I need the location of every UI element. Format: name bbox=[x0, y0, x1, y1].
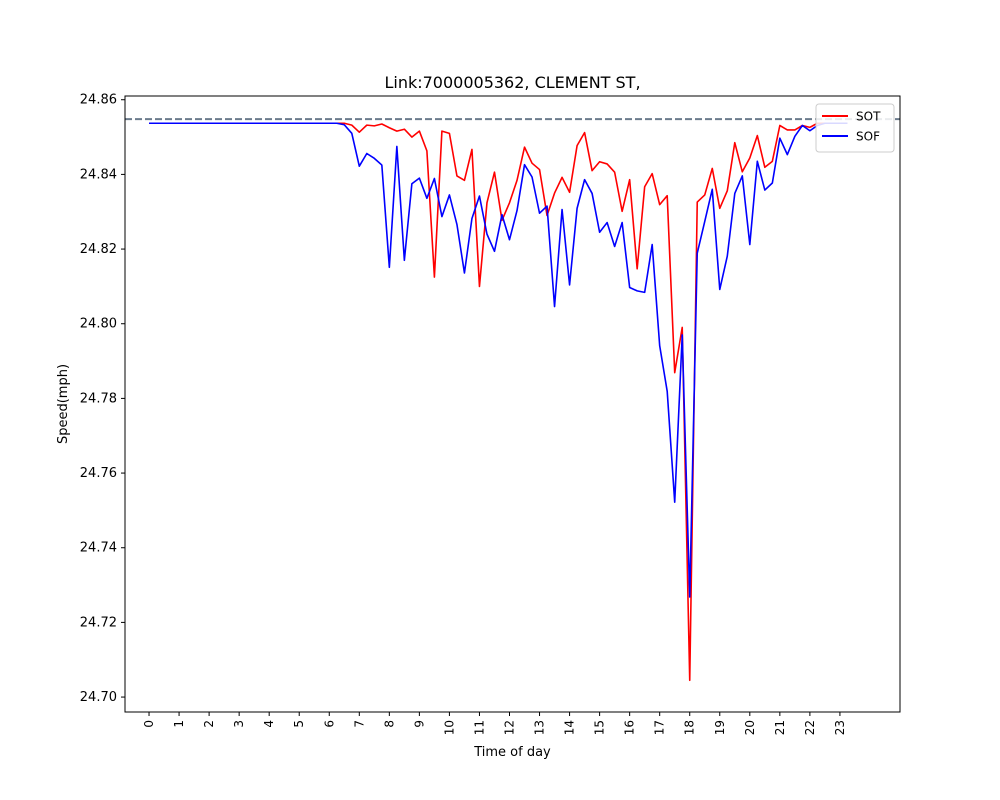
x-tick-label: 14 bbox=[563, 720, 577, 735]
x-tick-label: 8 bbox=[382, 720, 396, 728]
y-axis-label: Speed(mph) bbox=[56, 364, 71, 444]
legend-label-sot: SOT bbox=[856, 110, 881, 124]
legend-box bbox=[815, 103, 895, 153]
x-tick-label: 4 bbox=[262, 720, 276, 728]
y-tick-label: 24.84 bbox=[80, 167, 117, 182]
y-tick-label: 24.72 bbox=[80, 615, 117, 630]
x-tick-label: 20 bbox=[743, 720, 757, 735]
series-line-sof bbox=[149, 122, 848, 598]
x-tick-label: 21 bbox=[773, 720, 787, 735]
x-tick-label: 16 bbox=[623, 720, 637, 735]
x-tick-label: 17 bbox=[653, 720, 667, 735]
x-tick-label: 13 bbox=[533, 720, 547, 735]
y-tick-label: 24.86 bbox=[80, 93, 117, 108]
x-tick-label: 15 bbox=[593, 720, 607, 735]
x-tick-label: 9 bbox=[412, 720, 426, 728]
x-tick-label: 11 bbox=[472, 720, 486, 735]
x-tick-label: 1 bbox=[172, 720, 186, 728]
x-tick-label: 0 bbox=[142, 720, 156, 728]
y-tick-label: 24.78 bbox=[80, 391, 117, 406]
legend-label-sof: SOF bbox=[856, 130, 880, 144]
y-tick-label: 24.74 bbox=[80, 541, 117, 556]
x-tick-label: 2 bbox=[202, 720, 216, 728]
x-tick-label: 7 bbox=[352, 720, 366, 728]
plot-frame bbox=[124, 95, 901, 713]
x-tick-label: 18 bbox=[683, 720, 697, 735]
y-tick-label: 24.76 bbox=[80, 466, 117, 481]
x-tick-label: 10 bbox=[442, 720, 456, 735]
legend: SOT SOF bbox=[815, 103, 895, 153]
y-tick-label: 24.70 bbox=[80, 690, 117, 705]
x-tick-label: 3 bbox=[232, 720, 246, 728]
x-axis-label: Time of day bbox=[473, 745, 551, 760]
x-axis: 0 1 2 3 4 5 6 7 8 9 10 11 12 13 14 15 16 17 18 19 20 21 22 23 bbox=[142, 712, 847, 735]
x-tick-label: 12 bbox=[502, 720, 516, 735]
x-tick-label: 6 bbox=[322, 720, 336, 728]
x-tick-label: 19 bbox=[713, 720, 727, 735]
x-tick-label: 22 bbox=[803, 720, 817, 735]
y-tick-label: 24.82 bbox=[80, 242, 117, 257]
chart-title: Link:7000005362, CLEMENT ST, bbox=[384, 73, 640, 92]
y-axis: 24.70 24.72 24.74 24.76 24.78 24.80 24.82 24.84… bbox=[80, 93, 125, 705]
y-tick-label: 24.80 bbox=[80, 317, 117, 332]
x-tick-label: 5 bbox=[292, 720, 306, 728]
x-tick-label: 23 bbox=[833, 720, 847, 735]
